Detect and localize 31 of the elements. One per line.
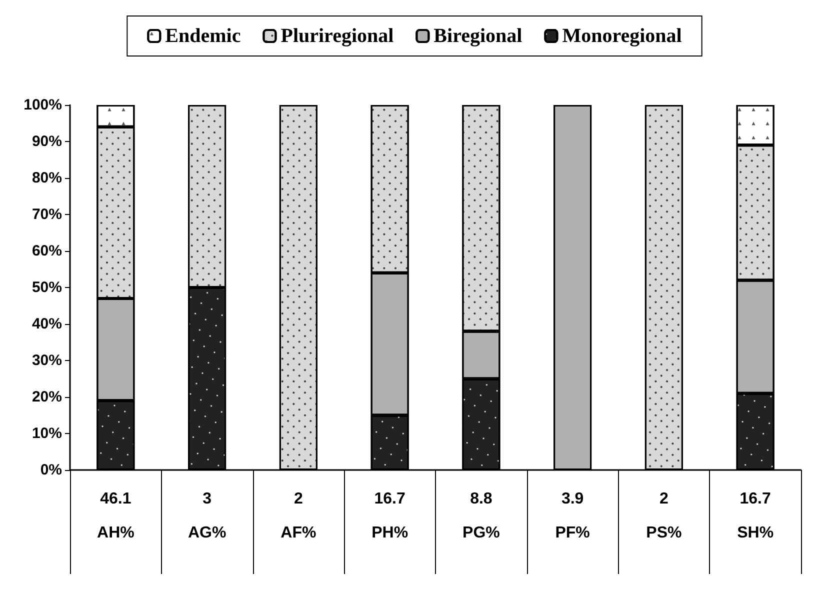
y-tick-label: 50% [32, 279, 62, 296]
x-tick-label: SH% [737, 524, 774, 542]
x-tick-label: PF% [555, 524, 590, 542]
y-tick-label: 80% [32, 170, 62, 186]
x-tick-label: PS% [646, 524, 682, 542]
y-tick-label: 70% [32, 206, 62, 223]
text: 3.9 [561, 490, 584, 508]
legend-label: Pluriregional [280, 25, 394, 47]
y-tick-label: 30% [32, 352, 62, 369]
text: 2 [294, 490, 303, 508]
legend-label: Endemic [165, 25, 241, 47]
text: 16.7 [740, 490, 771, 508]
text: 16.7 [374, 490, 406, 508]
text: 46.1 [100, 490, 132, 508]
y-tick-label: 20% [32, 388, 62, 406]
y-tick-label: 90% [32, 133, 62, 150]
x-tick-label: AG% [188, 524, 226, 542]
y-tick-label: 100% [24, 96, 62, 114]
legend-label: Biregional [434, 25, 523, 47]
text: 8.8 [470, 490, 492, 508]
x-tick-label: AH% [97, 524, 134, 542]
x-tick-label: PG% [462, 524, 500, 542]
y-tick-label: 60% [32, 242, 62, 260]
y-tick-label: 40% [32, 316, 62, 332]
y-tick-label: 0% [40, 462, 62, 478]
x-tick-label: PH% [372, 524, 408, 542]
text: 3 [202, 490, 212, 508]
y-tick-label: 10% [32, 425, 62, 442]
legend-label: Monoregional [562, 25, 682, 47]
x-tick-label: AF% [280, 524, 316, 542]
text: 2 [659, 490, 668, 508]
